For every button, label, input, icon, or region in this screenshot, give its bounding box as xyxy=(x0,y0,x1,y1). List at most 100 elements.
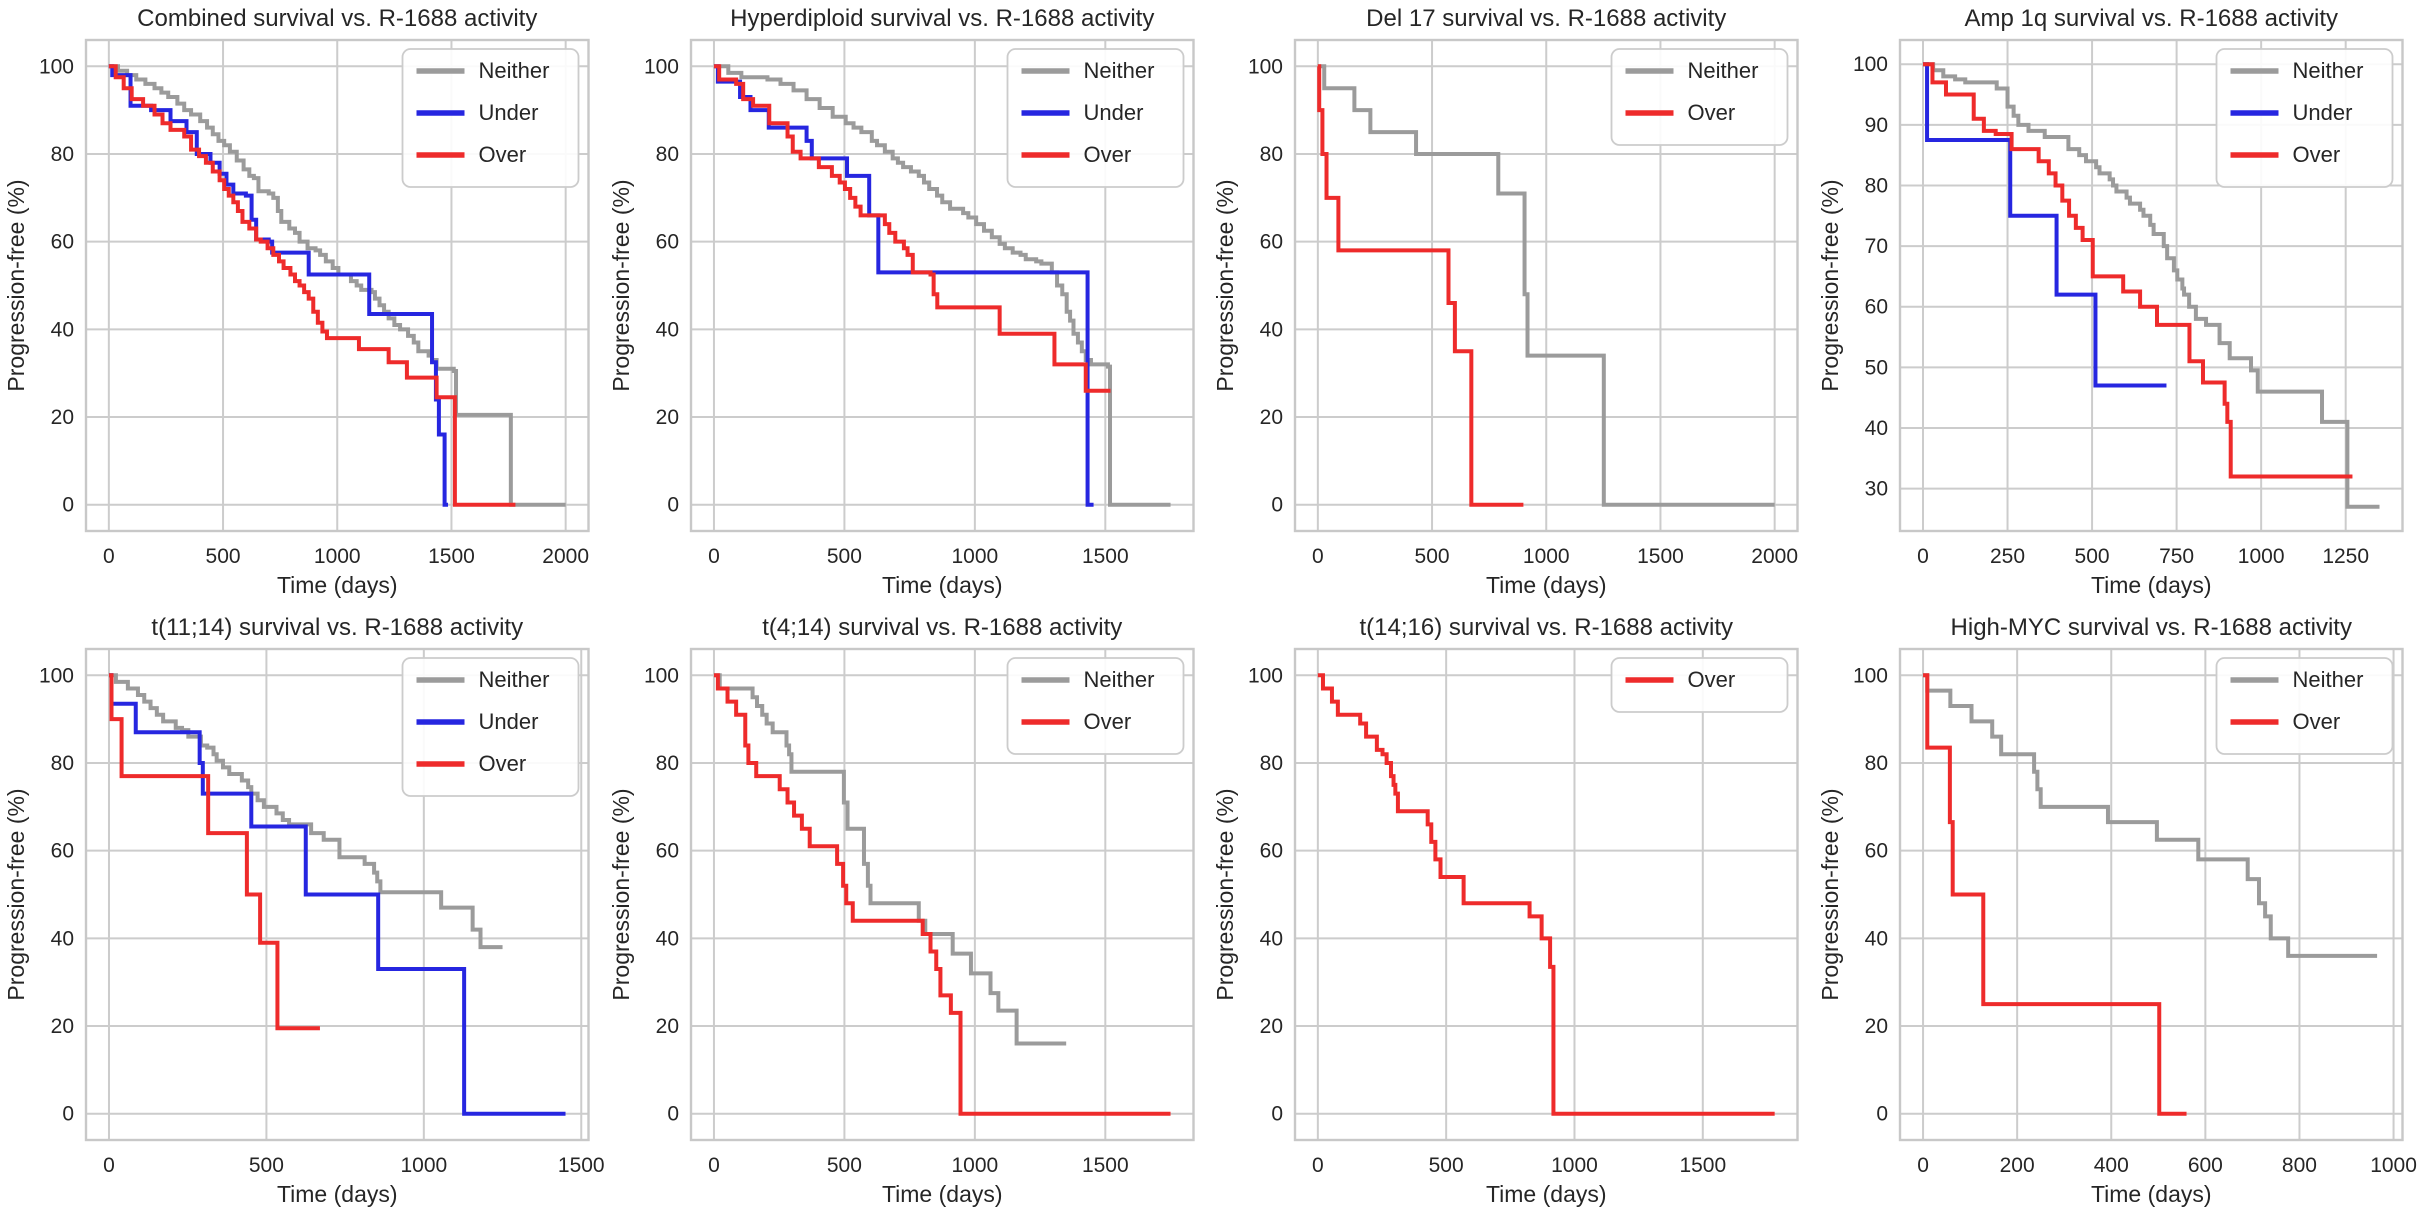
y-tick-label: 60 xyxy=(1864,296,1887,319)
km-chart-t11-14: t(11;14) survival vs. R-1688 activity Tim… xyxy=(3,614,605,1207)
x-tick-label: 0 xyxy=(708,545,720,568)
x-tick-label: 1500 xyxy=(558,1154,605,1177)
legend-label-over: Over xyxy=(2292,709,2340,734)
axes-spines xyxy=(1293,38,1799,533)
y-tick-label: 20 xyxy=(655,1015,678,1038)
tick-labels: 0 500 1000 1500 0 20 40 60 80 100 xyxy=(1248,664,1726,1177)
subplot-amp1q: Amp 1q survival vs. R-1688 activity Time … xyxy=(1814,0,2418,609)
y-tick-label: 20 xyxy=(51,406,74,429)
chart-title: Hyperdiploid survival vs. R-1688 activit… xyxy=(730,5,1154,32)
subplot-hyperdiploid: Hyperdiploid survival vs. R-1688 activit… xyxy=(605,0,1210,609)
y-axis-label: Progression-free (%) xyxy=(1212,788,1238,1000)
x-tick-label: 1000 xyxy=(400,1154,447,1177)
x-tick-label: 1000 xyxy=(951,1154,998,1177)
y-tick-label: 40 xyxy=(655,318,678,341)
x-tick-label: 500 xyxy=(249,1154,284,1177)
x-tick-label: 800 xyxy=(2281,1154,2316,1177)
legend: Over xyxy=(1610,657,1789,713)
y-tick-label: 90 xyxy=(1864,114,1887,137)
y-tick-label: 100 xyxy=(643,55,678,78)
y-tick-label: 40 xyxy=(655,927,678,950)
x-axis-label: Time (days) xyxy=(1486,1181,1607,1207)
x-tick-label: 0 xyxy=(1917,545,1929,568)
series-line-over xyxy=(1317,64,1524,507)
y-tick-label: 80 xyxy=(655,143,678,166)
series-line-under xyxy=(108,673,566,1116)
y-tick-label: 40 xyxy=(51,318,74,341)
x-tick-label: 0 xyxy=(1917,1154,1929,1177)
series-line-neither xyxy=(1922,673,2377,958)
y-tick-label: 80 xyxy=(1864,174,1887,197)
y-tick-label: 80 xyxy=(51,752,74,775)
x-tick-label: 1000 xyxy=(2237,545,2284,568)
x-tick-label: 200 xyxy=(1999,1154,2034,1177)
subplot-del17: Del 17 survival vs. R-1688 activity Time … xyxy=(1209,0,1814,609)
legend: Neither Under Over xyxy=(2215,48,2393,188)
y-tick-label: 40 xyxy=(1864,927,1887,950)
y-tick-label: 100 xyxy=(1248,664,1283,687)
km-chart-t14-16: t(14;16) survival vs. R-1688 activity Tim… xyxy=(1212,614,1799,1207)
y-tick-label: 50 xyxy=(1864,356,1887,379)
x-axis-label: Time (days) xyxy=(881,572,1002,598)
legend-label-under: Under xyxy=(1083,100,1143,125)
x-tick-label: 500 xyxy=(1429,1154,1464,1177)
axes-spines xyxy=(689,38,1195,533)
y-tick-label: 80 xyxy=(655,752,678,775)
legend-label-over: Over xyxy=(1083,709,1131,734)
tick-labels: 0 500 1000 1500 2000 0 20 40 60 80 100 xyxy=(39,55,589,568)
legend-label-neither: Neither xyxy=(479,667,550,692)
y-tick-label: 80 xyxy=(1864,752,1887,775)
y-tick-label: 80 xyxy=(51,143,74,166)
x-tick-label: 1000 xyxy=(2370,1154,2417,1177)
y-tick-label: 0 xyxy=(62,494,74,517)
chart-title: t(14;16) survival vs. R-1688 activity xyxy=(1360,614,1733,641)
legend-label-over: Over xyxy=(479,142,527,167)
y-tick-label: 60 xyxy=(1864,840,1887,863)
y-tick-label: 20 xyxy=(1864,1015,1887,1038)
series-line-neither xyxy=(713,64,1171,507)
y-axis-label: Progression-free (%) xyxy=(608,788,634,1000)
legend-label-over: Over xyxy=(1688,667,1736,692)
x-tick-label: 1500 xyxy=(1081,545,1128,568)
y-tick-label: 100 xyxy=(39,664,74,687)
km-chart-t4-14: t(4;14) survival vs. R-1688 activity Time… xyxy=(608,614,1195,1207)
tick-labels: 0 500 1000 1500 2000 0 20 40 60 80 100 xyxy=(1248,55,1798,568)
series-line-over xyxy=(1317,673,1775,1116)
x-tick-label: 500 xyxy=(826,1154,861,1177)
tick-labels: 0 500 1000 1500 0 20 40 60 80 100 xyxy=(643,55,1128,568)
km-chart-combined: Combined survival vs. R-1688 activity Tim… xyxy=(3,5,590,598)
subplot-t14-16: t(14;16) survival vs. R-1688 activity Tim… xyxy=(1209,609,1814,1218)
x-tick-label: 500 xyxy=(206,545,241,568)
y-tick-label: 0 xyxy=(667,1103,679,1126)
legend-box xyxy=(1610,657,1789,713)
x-tick-label: 600 xyxy=(2187,1154,2222,1177)
y-tick-label: 60 xyxy=(51,231,74,254)
y-tick-label: 100 xyxy=(1852,53,1887,76)
series-line-neither xyxy=(108,64,566,507)
subplot-combined: Combined survival vs. R-1688 activity Tim… xyxy=(0,0,605,609)
y-tick-label: 80 xyxy=(1260,752,1283,775)
legend-label-neither: Neither xyxy=(2292,667,2363,692)
legend-label-over: Over xyxy=(1688,100,1736,125)
series-line-over xyxy=(1922,62,2352,479)
subplot-t11-14: t(11;14) survival vs. R-1688 activity Tim… xyxy=(0,609,605,1218)
legend: Neither Over xyxy=(1006,657,1184,755)
y-tick-label: 40 xyxy=(51,927,74,950)
legend: Neither Under Over xyxy=(401,657,580,797)
x-tick-label: 1500 xyxy=(1081,1154,1128,1177)
km-chart-high-myc: High-MYC survival vs. R-1688 activity Tim… xyxy=(1817,614,2417,1207)
x-tick-label: 500 xyxy=(826,545,861,568)
chart-title: t(11;14) survival vs. R-1688 activity xyxy=(151,614,523,641)
x-tick-label: 750 xyxy=(2159,545,2194,568)
series-line-over xyxy=(713,673,1171,1116)
series-line-over xyxy=(108,64,516,507)
y-axis-label: Progression-free (%) xyxy=(608,179,634,391)
y-tick-label: 60 xyxy=(655,840,678,863)
y-tick-label: 60 xyxy=(1260,840,1283,863)
tick-labels: 0 250 500 750 1000 1250 30 40 50 60 70 80 90 100 xyxy=(1852,53,2368,568)
x-tick-label: 1500 xyxy=(1637,545,1684,568)
y-tick-label: 100 xyxy=(39,55,74,78)
tick-labels: 0 500 1000 1500 0 20 40 60 80 100 xyxy=(643,664,1128,1177)
x-tick-label: 0 xyxy=(103,1154,115,1177)
